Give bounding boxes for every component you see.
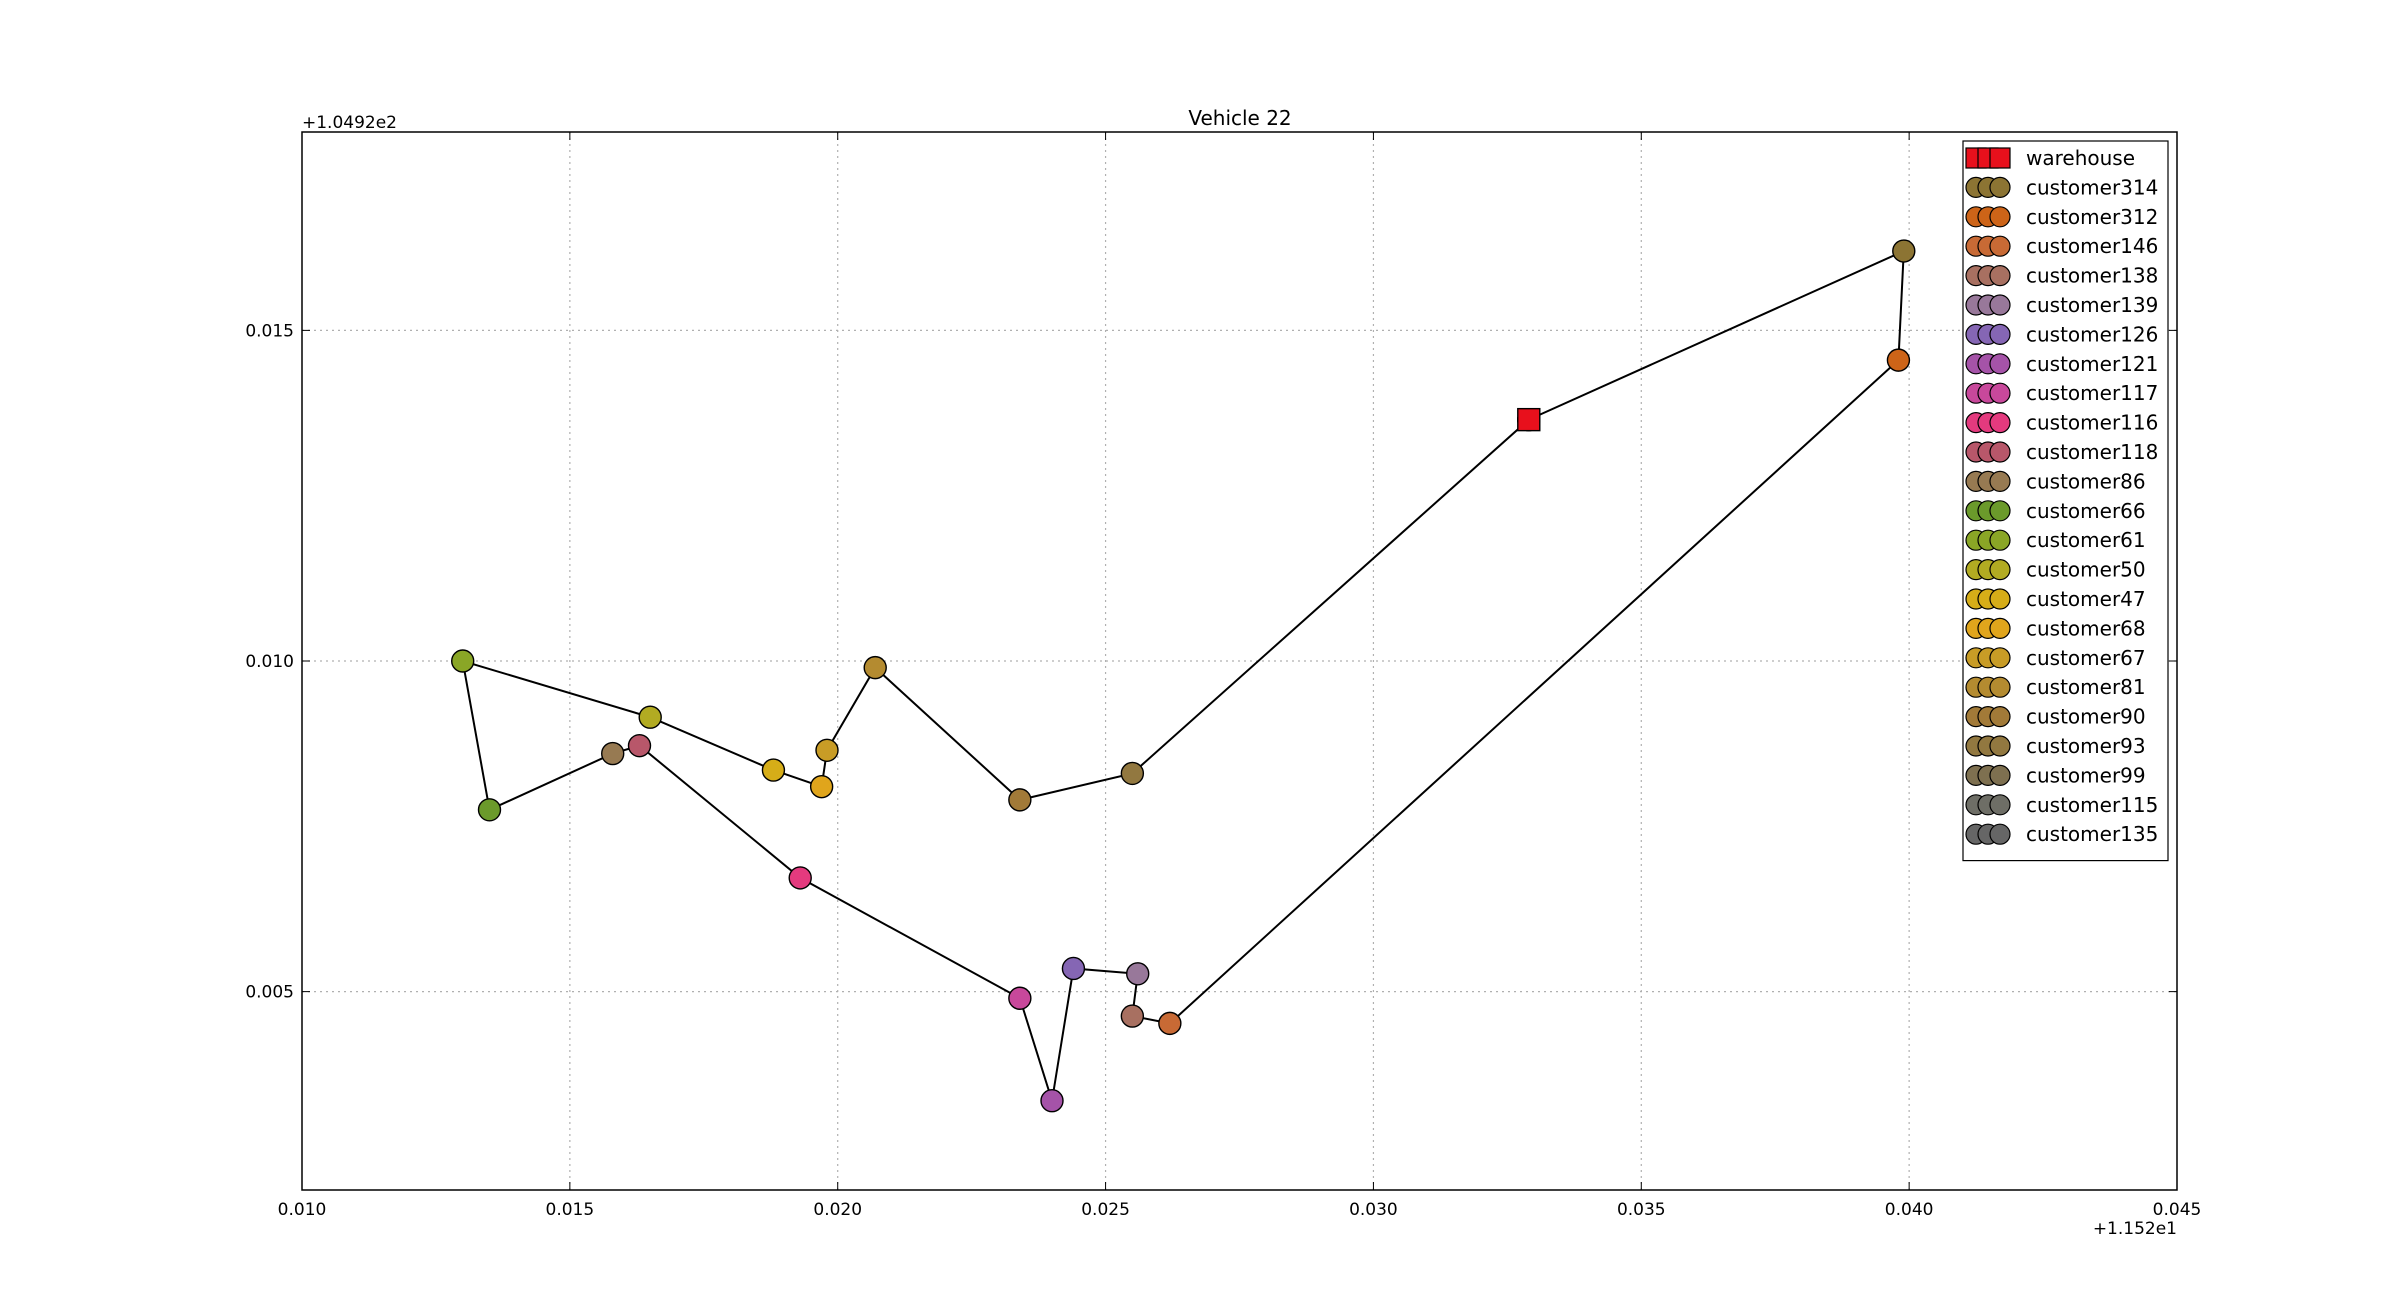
legend-label: customer314	[2026, 175, 2158, 199]
legend-label: customer90	[2026, 705, 2146, 729]
legend-marker	[1989, 558, 2011, 581]
customer-marker	[1040, 1089, 1064, 1113]
customer-marker	[761, 758, 786, 782]
legend-label: customer121	[2026, 352, 2158, 376]
route-points	[451, 239, 1916, 1113]
x-tick-label: 0.015	[546, 1200, 595, 1220]
legend-marker	[1989, 382, 2011, 404]
customer-marker	[1886, 348, 1911, 372]
legend-marker	[1989, 206, 2011, 228]
legend-label: customer135	[2026, 822, 2158, 846]
y-offset-label: +1.0492e2	[302, 113, 397, 133]
legend-label: customer117	[2026, 381, 2158, 405]
customer-marker	[1120, 1004, 1145, 1028]
legend-marker	[1989, 617, 2011, 640]
customer-marker	[863, 655, 887, 680]
customer-marker	[601, 741, 625, 766]
customer-marker	[627, 733, 652, 758]
legend-label: customer68	[2026, 616, 2146, 640]
customer-marker	[1158, 1011, 1182, 1036]
legend-label: customer86	[2026, 469, 2146, 493]
customer-marker	[1008, 986, 1032, 1010]
customer-marker	[1061, 956, 1086, 981]
y-axis: 0.005 0.010 0.015	[245, 321, 2177, 1003]
route-line	[461, 249, 1905, 1102]
x-tick-label: 0.025	[1081, 1200, 1130, 1220]
legend-label: customer99	[2026, 763, 2146, 787]
legend-marker	[1989, 323, 2011, 345]
customer-marker	[1126, 962, 1150, 986]
grid-lines	[302, 132, 2177, 1190]
customer-marker	[477, 798, 502, 822]
x-tick-label: 0.040	[1885, 1200, 1934, 1220]
x-offset-label: +1.152e1	[2093, 1219, 2177, 1239]
legend-label: customer61	[2026, 528, 2146, 552]
legend-marker	[1989, 735, 2011, 757]
legend-marker	[1989, 176, 2011, 198]
route-path	[461, 249, 1905, 1102]
legend-label: customer146	[2026, 234, 2158, 258]
customer-marker	[1008, 788, 1032, 812]
legend-marker	[1989, 705, 2011, 728]
legend-label: customer138	[2026, 264, 2158, 288]
legend-marker	[1989, 764, 2011, 787]
legend-marker	[1989, 353, 2011, 375]
legend-marker	[1989, 235, 2011, 257]
y-tick-label: 0.005	[245, 983, 294, 1003]
legend-label: customer81	[2026, 675, 2146, 699]
legend-label: customer115	[2026, 793, 2158, 817]
legend-marker	[1989, 647, 2011, 669]
legend-label: customer312	[2026, 205, 2158, 229]
legend-label: customer66	[2026, 499, 2146, 523]
legend-marker	[1989, 470, 2011, 492]
customer-marker	[815, 738, 839, 762]
legend-marker	[1989, 265, 2011, 287]
customer-marker	[1892, 239, 1916, 263]
legend-marker	[1989, 823, 2011, 845]
legend-marker	[1989, 500, 2011, 522]
legend-marker	[1989, 412, 2011, 434]
customer-marker	[451, 649, 475, 673]
x-tick-label: 0.010	[278, 1200, 327, 1220]
legend-label: customer93	[2026, 734, 2146, 758]
warehouse-marker	[1517, 407, 1541, 432]
legend-label: customer50	[2026, 558, 2146, 582]
legend-label: warehouse	[2026, 146, 2135, 170]
legend-label: customer126	[2026, 322, 2158, 346]
x-tick-label: 0.035	[1617, 1200, 1666, 1220]
legend-marker	[1989, 529, 2011, 551]
customer-marker	[638, 705, 662, 729]
legend-marker	[1989, 794, 2011, 816]
legend-marker	[1989, 676, 2011, 698]
chart-title: Vehicle 22	[1188, 106, 1291, 130]
x-tick-label: 0.020	[813, 1200, 862, 1220]
legend-label: customer118	[2026, 440, 2158, 464]
legend-marker	[1989, 588, 2011, 610]
customer-marker	[809, 774, 834, 799]
x-tick-label: 0.045	[2153, 1200, 2202, 1220]
legend-label: customer139	[2026, 293, 2158, 317]
legend-marker	[1989, 147, 2011, 169]
legend-marker	[1989, 294, 2011, 316]
x-axis: 0.010 0.015 0.020 0.025 0.030 0.035 0.040 0.045	[278, 132, 2202, 1220]
legend-label: customer116	[2026, 411, 2158, 435]
customer-marker	[1120, 761, 1145, 786]
y-tick-label: 0.010	[245, 652, 294, 672]
legend-marker	[1989, 441, 2011, 463]
legend-label: customer47	[2026, 587, 2146, 611]
legend: warehouse customer314 customer312 customer1…	[1962, 140, 2169, 862]
customer-marker	[788, 866, 812, 890]
y-tick-label: 0.015	[245, 321, 294, 341]
x-tick-label: 0.030	[1349, 1200, 1398, 1220]
legend-label: customer67	[2026, 646, 2146, 670]
